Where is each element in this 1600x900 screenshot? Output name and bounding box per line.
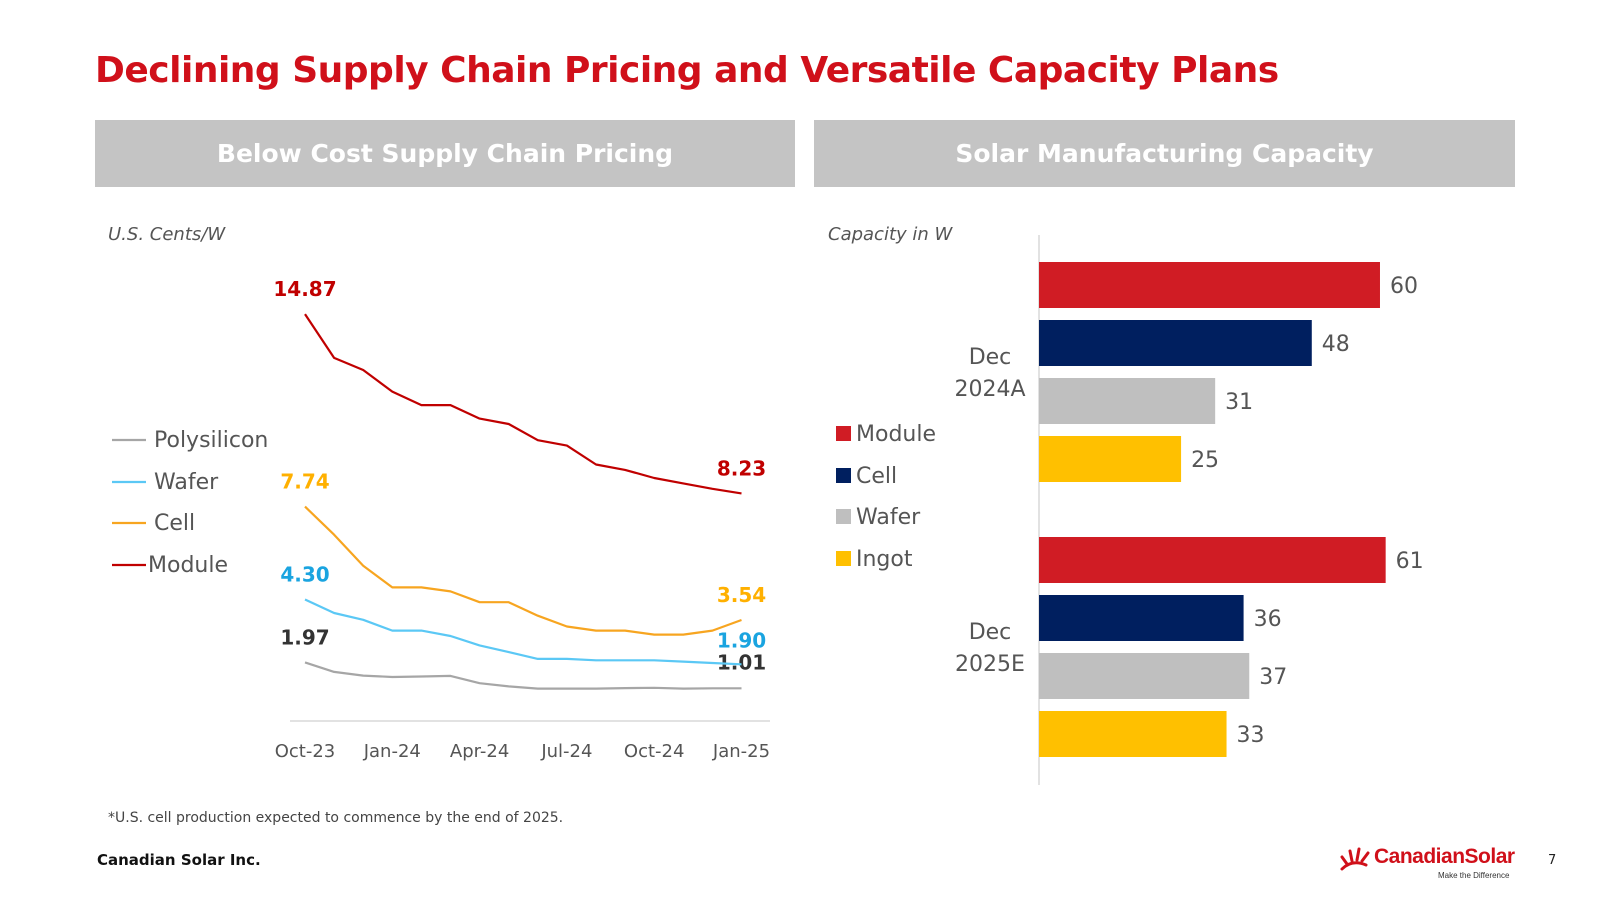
data-label-end-polysilicon: 1.01	[717, 650, 766, 674]
bar-value-label: 33	[1237, 723, 1265, 748]
series-line-module	[304, 313, 742, 495]
legend-label-module: Module	[148, 553, 228, 578]
bar-value-label: 25	[1191, 448, 1219, 473]
sun-icon	[1340, 847, 1370, 871]
data-label-start-cell: 7.74	[280, 470, 329, 494]
category-label: 2024A	[954, 377, 1025, 402]
legend-swatch-module	[836, 426, 851, 441]
bar-module-2025e	[1039, 537, 1386, 583]
category-label: 2025E	[955, 652, 1025, 677]
x-tick-label: Apr-24	[450, 741, 509, 762]
footnote: *U.S. cell production expected to commen…	[108, 810, 564, 826]
company-name: Canadian Solar Inc.	[97, 851, 261, 869]
bar-wafer-2025e	[1039, 653, 1250, 699]
bar-module-2024a	[1039, 262, 1380, 308]
pricing-line-chart: Oct-23 Jan-24 Apr-24 Jul-24 Oct-24 Jan-25 1.97…	[112, 277, 770, 762]
x-tick-label: Jan-25	[712, 741, 770, 762]
bar-value-label: 36	[1254, 607, 1282, 632]
series-line-cell	[304, 505, 742, 636]
category-label: Dec	[969, 345, 1012, 370]
right-unit-label: Capacity in W	[828, 224, 953, 245]
data-label-end-cell: 3.54	[717, 583, 766, 607]
legend-label-cell: Cell	[856, 464, 897, 489]
category-label: Dec	[969, 620, 1012, 645]
legend-label-polysilicon: Polysilicon	[154, 428, 268, 453]
legend-label-wafer: Wafer	[856, 505, 921, 530]
legend-swatch-ingot	[836, 551, 851, 566]
series-line-wafer	[304, 598, 742, 666]
legend-swatch-wafer	[836, 509, 851, 524]
x-tick-label: Oct-23	[275, 741, 336, 762]
right-panel-header: Solar Manufacturing Capacity	[814, 120, 1515, 187]
legend-swatch-cell	[836, 468, 851, 483]
bar-value-label: 61	[1396, 549, 1424, 574]
data-label-start-module: 14.87	[273, 277, 336, 301]
data-label-start-wafer: 4.30	[280, 563, 329, 587]
logo-tagline: Make the Difference	[1438, 871, 1510, 880]
data-label-end-wafer: 1.90	[717, 628, 766, 652]
bar-value-label: 48	[1322, 332, 1350, 357]
x-tick-label: Jul-24	[540, 741, 592, 762]
bar-value-label: 31	[1225, 390, 1253, 415]
bar-ingot-2024a	[1039, 436, 1182, 482]
data-label-start-polysilicon: 1.97	[280, 625, 329, 649]
capacity-bar-chart: 60 48 31 25 Dec 2024A 61 36 37 33 Dec 2025E Module Ce…	[836, 235, 1424, 785]
data-label-end-module: 8.23	[717, 456, 766, 480]
legend-label-wafer: Wafer	[154, 470, 219, 495]
legend-label-ingot: Ingot	[856, 547, 913, 572]
page-number: 7	[1548, 853, 1557, 868]
canadian-solar-logo: CanadianSolar Make the Difference	[1338, 843, 1515, 883]
legend-label-module: Module	[856, 422, 936, 447]
logo-wordmark: CanadianSolar	[1374, 845, 1515, 868]
bar-wafer-2024a	[1039, 378, 1216, 424]
series-line-polysilicon	[304, 661, 742, 690]
bar-cell-2025e	[1039, 595, 1244, 641]
legend-label-cell: Cell	[154, 511, 195, 536]
bar-value-label: 37	[1259, 665, 1287, 690]
x-tick-label: Jan-24	[363, 741, 421, 762]
page-title: Declining Supply Chain Pricing and Versa…	[95, 50, 1279, 91]
x-tick-label: Oct-24	[624, 741, 685, 762]
bar-ingot-2025e	[1039, 711, 1227, 757]
left-unit-label: U.S. Cents/W	[108, 224, 226, 245]
left-panel-header: Below Cost Supply Chain Pricing	[95, 120, 795, 187]
bar-value-label: 60	[1390, 274, 1418, 299]
bar-cell-2024a	[1039, 320, 1312, 366]
